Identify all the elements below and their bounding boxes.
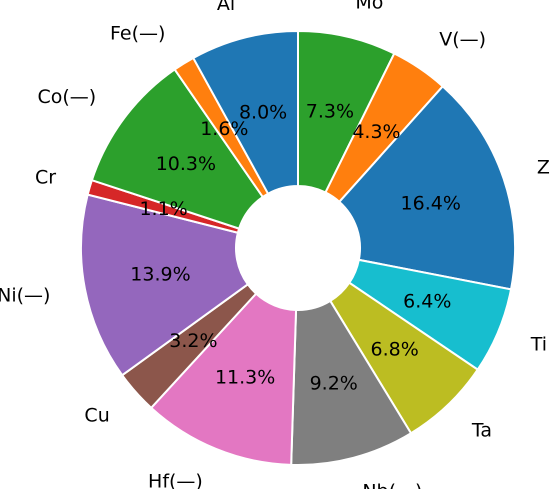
slice-co [90,68,265,230]
category-label-mo: Mo [355,0,383,14]
percent-label-ta: 6.8% [370,338,418,360]
category-label-ta: Ta [471,419,492,441]
slice-zr [337,84,516,291]
category-label-ni: Ni(—) [0,284,50,306]
slice-ni [80,193,250,377]
percent-label-cr: 1.1% [139,198,187,220]
slices-group [80,29,516,466]
category-label-cu: Cu [84,405,109,427]
category-label-cr: Cr [35,167,56,189]
percent-label-ni: 13.9% [130,263,190,285]
category-label-zr: Zr [537,157,550,179]
percent-label-al: 8.0% [239,101,287,123]
slice-al [191,29,299,196]
category-label-fe: Fe(—) [110,23,165,45]
percent-label-cu: 3.2% [169,330,217,352]
category-label-ti: Ti [530,334,547,356]
percent-label-ti: 6.4% [403,291,451,313]
percent-label-v: 4.3% [352,121,400,143]
category-label-hf: Hf(—) [148,470,203,489]
category-label-nb: Nb(—) [362,481,422,489]
percent-label-hf: 11.3% [215,367,275,389]
category-label-co: Co(—) [37,86,96,108]
category-label-v: V(—) [439,28,486,50]
slice-nb [290,299,413,466]
percent-label-nb: 9.2% [310,372,358,394]
percent-label-mo: 7.3% [306,101,354,123]
percent-labels-group: 7.3%4.3% 16.4% 6.4% 6.8% 9.2% 11.3% 3.2% 13.9% 1… [130,101,461,395]
percent-label-zr: 16.4% [401,192,461,214]
slice-hf [149,292,298,466]
percent-label-fe: 1.6% [200,118,248,140]
percent-label-co: 10.3% [156,153,216,175]
category-label-al: Al [217,0,235,15]
